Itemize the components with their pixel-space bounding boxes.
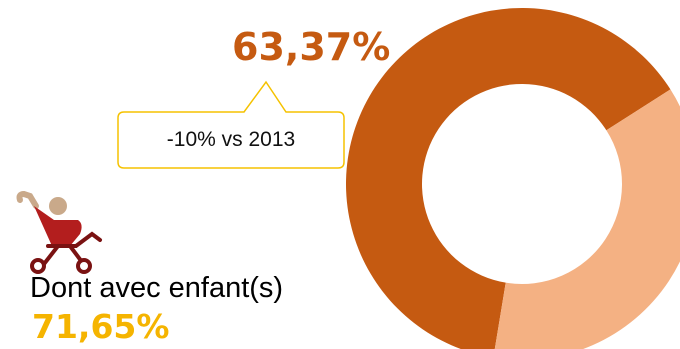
- donut-segment-0: [346, 8, 671, 349]
- callout-text: -10% vs 2013: [166, 128, 296, 151]
- stroller-icon: [16, 190, 102, 274]
- sub-percentage: 71,65%: [32, 307, 170, 346]
- donut-slices: [346, 8, 680, 349]
- donut-segment-1: [494, 89, 680, 349]
- sub-label: Dont avec enfant(s): [30, 272, 284, 304]
- main-percentage: 63,37%: [232, 25, 391, 69]
